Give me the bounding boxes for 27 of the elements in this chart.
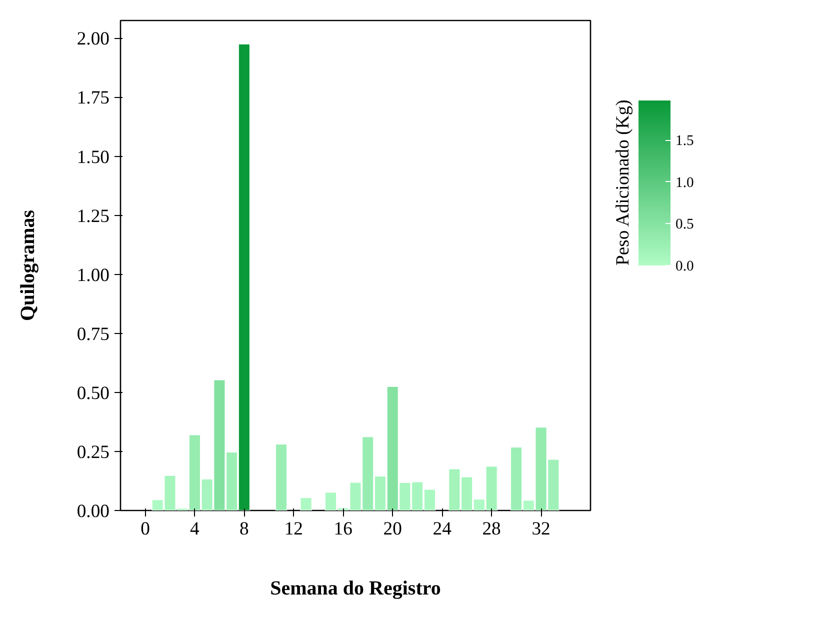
x-tick-label: 20 xyxy=(383,518,402,540)
color-bar-label: 1.0 xyxy=(676,174,694,191)
y-tick-label: 1.75 xyxy=(76,88,110,109)
x-tick-label: 0 xyxy=(140,518,150,540)
x-tick-label: 16 xyxy=(334,518,352,540)
y-tick-label: 0.75 xyxy=(76,324,110,345)
x-tick-label: 32 xyxy=(532,518,550,540)
x-tick-label: 12 xyxy=(284,518,303,540)
y-tick-label: 1.50 xyxy=(76,146,110,168)
x-tick-label: 4 xyxy=(190,518,200,540)
y-tick-label: 0.00 xyxy=(76,501,110,522)
color-bar-label: 0.5 xyxy=(676,216,694,233)
y-tick-label: 0.50 xyxy=(76,382,110,404)
legend-title: Peso Adicionado (Kg) xyxy=(612,100,634,266)
bar xyxy=(275,444,288,510)
y-tick-label: 2.00 xyxy=(76,28,110,50)
x-tick-label: 24 xyxy=(432,518,452,540)
y-axis-title: Quilogramas xyxy=(16,210,39,322)
y-tick-label: 1.00 xyxy=(76,264,110,286)
y-tick-label: 0.25 xyxy=(76,442,110,463)
color-bar-label: 0.0 xyxy=(676,258,694,274)
x-tick-label: 28 xyxy=(482,518,501,540)
y-tick-label: 1.25 xyxy=(76,206,110,227)
x-axis-title: Semana do Registro xyxy=(270,578,441,600)
x-tick-label: 8 xyxy=(240,518,249,540)
color-bar-label: 1.5 xyxy=(676,133,694,150)
bar xyxy=(300,497,312,510)
